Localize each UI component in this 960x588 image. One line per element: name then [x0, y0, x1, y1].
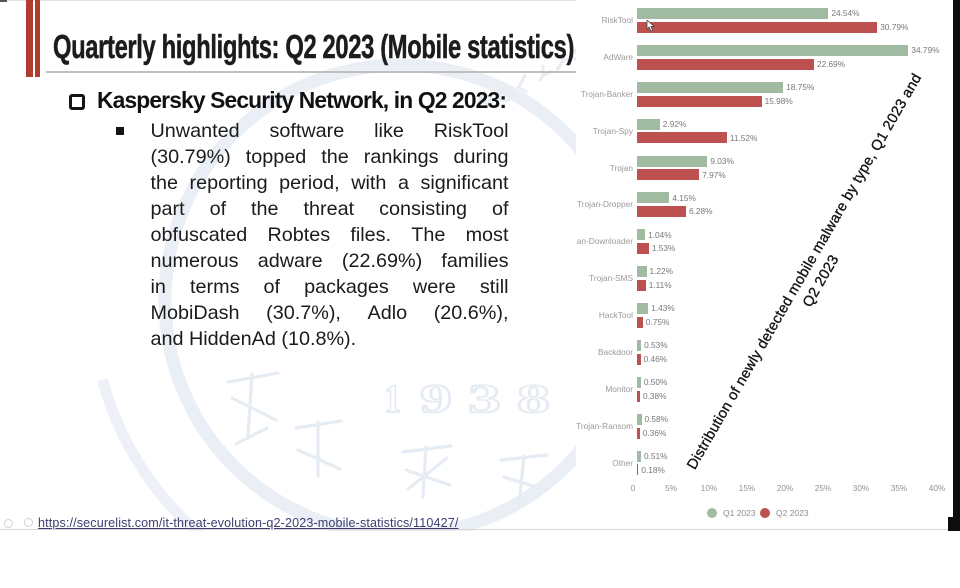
svg-text:8: 8	[517, 376, 550, 421]
svg-text:9: 9	[420, 376, 452, 421]
svg-text:3: 3	[468, 376, 501, 421]
svg-text:1: 1	[384, 376, 401, 421]
